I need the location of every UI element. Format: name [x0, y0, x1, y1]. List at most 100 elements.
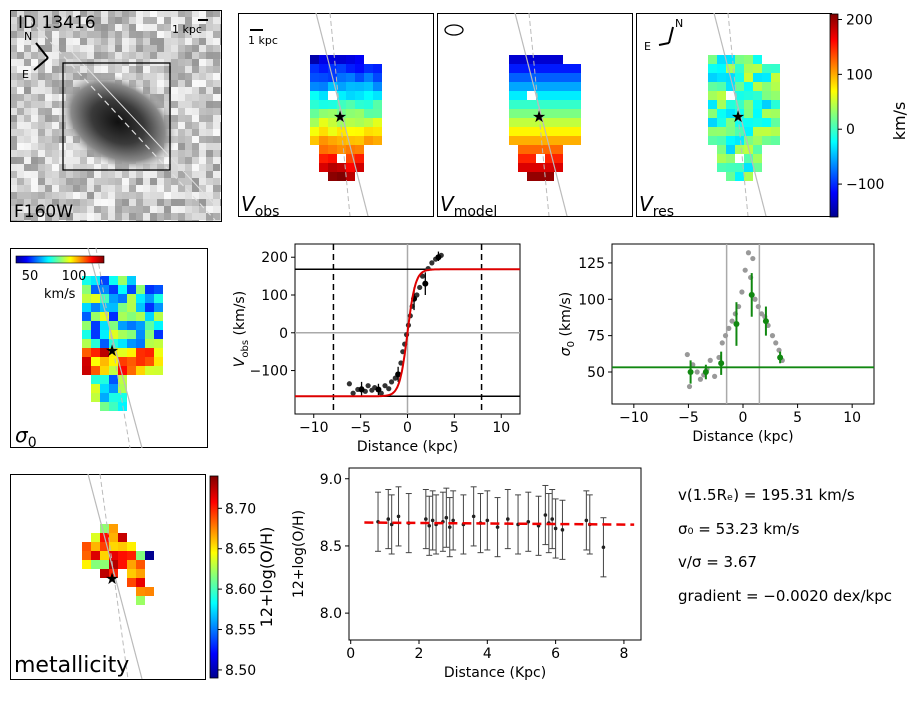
data-point: [745, 250, 752, 256]
y-tick-label: 200: [261, 250, 288, 266]
metallicity-map-panel: ★ metallicity 8.70 8.65 8.60 8.55 8.50 12+lo…: [10, 474, 276, 680]
data-point: [386, 517, 391, 521]
x-tick-label: 10: [843, 410, 861, 426]
compass-icon: N E: [22, 30, 49, 81]
data-point: [365, 383, 371, 389]
velocity-colorbar-tick: −100: [846, 177, 884, 193]
x-tick-label: 10: [492, 420, 510, 436]
gradient-value: gradient = −0.0020 dex/kpc: [678, 587, 892, 605]
y-tick-label: 100: [261, 288, 288, 304]
x-tick-label: −5: [678, 410, 699, 426]
y-tick-label: 8.0: [320, 606, 342, 622]
vrot-value: v(1.5Rₑ) = 195.31 km/s: [678, 486, 855, 504]
sigma-colorbar: [15, 255, 105, 264]
data-point: [346, 381, 352, 387]
data-point: [447, 525, 452, 529]
data-point: [776, 347, 782, 353]
f160w-image-panel: ID 13416 1 kpc N E F160W: [10, 10, 222, 222]
x-tick-label: 6: [551, 646, 560, 662]
y-axis-label: σ0 (km/s): [558, 292, 577, 356]
velocity-maps: ★ Vobs ★ Vmodel ★ Vres 1 kpc N E 200 100 0 −100 km/…: [238, 13, 909, 220]
x-tick-label: 0: [403, 420, 412, 436]
data-point: [742, 267, 748, 273]
data-point: [506, 517, 510, 521]
data-point: [712, 373, 718, 379]
binned-point: [422, 280, 429, 287]
data-point: [424, 517, 428, 521]
data-point: [773, 340, 779, 346]
data-point: [495, 525, 500, 529]
y-tick-label: 125: [578, 256, 605, 272]
data-point: [451, 518, 455, 523]
metallicity-colorbar-tick: 8.50: [225, 663, 256, 679]
data-point: [686, 383, 693, 390]
binned-point: [718, 360, 725, 367]
svg-text:50: 50: [22, 269, 39, 284]
data-point: [769, 333, 776, 339]
data-point: [417, 284, 423, 291]
binned-point: [748, 291, 755, 298]
velocity-scale-label: 1 kpc: [248, 34, 278, 47]
data-point: [707, 357, 713, 363]
metallicity-colorbar-tick: 8.60: [225, 582, 256, 598]
x-tick-label: −10: [299, 420, 329, 436]
svg-text:N: N: [24, 30, 32, 43]
data-point: [419, 273, 426, 279]
x-tick-label: 5: [450, 420, 459, 436]
zoom-box: [62, 62, 171, 171]
x-axis-label: Distance (Kpc): [444, 665, 546, 681]
sigma-map-panel: ★ 50 100 km/s σ0: [10, 248, 208, 448]
data-point: [752, 296, 758, 302]
metallicity-colorbar-tick: 8.65: [225, 542, 256, 558]
x-axis-label: Distance (kpc): [357, 439, 458, 455]
data-point: [430, 518, 435, 523]
data-point: [697, 376, 704, 382]
data-point: [601, 545, 606, 550]
y-tick-label: 75: [587, 329, 605, 345]
data-point: [386, 386, 392, 392]
center-star-res: ★: [731, 107, 745, 126]
v-over-sigma-value: v/σ = 3.67: [678, 553, 757, 571]
velocity-panel-label: Vobs: [241, 192, 279, 220]
data-point: [550, 517, 555, 521]
svg-text:100: 100: [62, 269, 87, 284]
velocity-panel-label: Vres: [639, 192, 674, 220]
binned-point: [762, 318, 769, 325]
data-point: [553, 526, 558, 531]
data-point: [694, 369, 700, 375]
velocity-panel-model: ★ Vmodel: [437, 13, 633, 220]
center-star-obs: ★: [333, 107, 347, 126]
x-tick-label: −5: [350, 420, 371, 436]
data-point: [444, 515, 449, 520]
binned-point: [777, 354, 784, 361]
data-point: [427, 523, 432, 528]
svg-text:E: E: [22, 68, 29, 81]
y-tick-label: 50: [587, 365, 605, 381]
psf-ellipse: [444, 24, 464, 36]
velocity-colorbar-tick: 100: [846, 67, 873, 83]
data-point: [560, 528, 565, 532]
y-tick-label: 9.0: [320, 472, 342, 488]
metallicity-center-star: ★: [105, 569, 119, 588]
center-star-model: ★: [532, 107, 546, 126]
scale-label: 1 kpc: [172, 23, 202, 36]
sigma-center-star: ★: [105, 341, 119, 360]
x-tick-label: 8: [619, 646, 628, 662]
data-point: [543, 513, 548, 517]
x-tick-label: 0: [739, 410, 748, 426]
velocity-colorbar-tick: 0: [846, 122, 855, 138]
sigma-profile-chart: −10 −5 0 5 10 50 75 100 125 Distance (kpc) σ0 (km/…: [558, 243, 875, 445]
velocity-panel-res: ★ Vres: [636, 13, 832, 220]
data-point: [584, 518, 589, 523]
velocity-panel-label: Vmodel: [440, 192, 497, 220]
y-tick-label: 0: [279, 326, 288, 342]
binned-point: [435, 254, 442, 261]
metallicity-gradient-chart: 0 2 4 6 8 8.0 8.5 9.0 Distance (Kpc) 12+log(O/H): [291, 467, 642, 681]
data-point: [485, 518, 490, 523]
compass-icon: [668, 26, 674, 44]
data-point: [526, 519, 531, 524]
svg-text:km/s: km/s: [44, 287, 76, 302]
x-tick-label: 4: [483, 646, 492, 662]
plot-frame: [611, 243, 875, 405]
binned-point: [358, 386, 365, 393]
